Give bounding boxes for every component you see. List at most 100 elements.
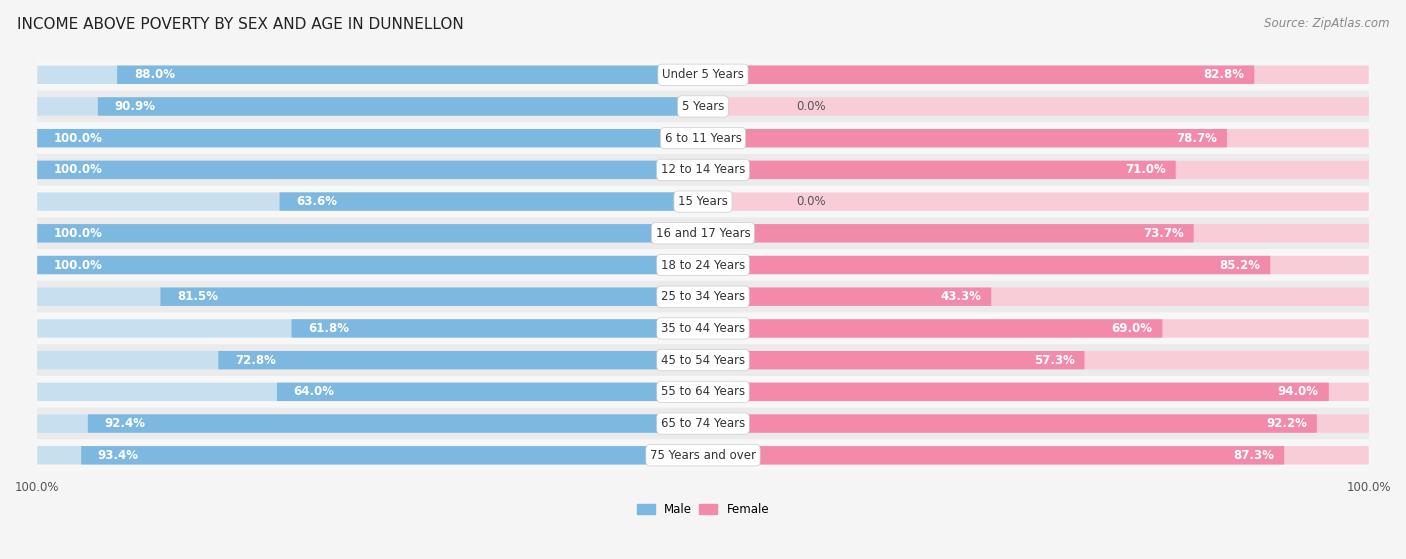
Text: 45 to 54 Years: 45 to 54 Years: [661, 354, 745, 367]
Legend: Male, Female: Male, Female: [633, 498, 773, 520]
FancyBboxPatch shape: [703, 383, 1329, 401]
Text: 73.7%: 73.7%: [1143, 227, 1184, 240]
Text: 71.0%: 71.0%: [1125, 163, 1166, 177]
Text: 61.8%: 61.8%: [308, 322, 349, 335]
FancyBboxPatch shape: [24, 312, 1382, 344]
Text: 88.0%: 88.0%: [134, 68, 174, 81]
FancyBboxPatch shape: [703, 160, 1175, 179]
Text: 81.5%: 81.5%: [177, 290, 218, 303]
Text: 63.6%: 63.6%: [297, 195, 337, 208]
Text: 78.7%: 78.7%: [1175, 132, 1218, 145]
FancyBboxPatch shape: [703, 129, 1227, 148]
FancyBboxPatch shape: [117, 65, 703, 84]
FancyBboxPatch shape: [37, 224, 703, 243]
FancyBboxPatch shape: [703, 256, 1270, 274]
Text: 85.2%: 85.2%: [1219, 258, 1260, 272]
FancyBboxPatch shape: [37, 351, 703, 369]
Text: 92.4%: 92.4%: [104, 417, 145, 430]
Text: 0.0%: 0.0%: [796, 100, 825, 113]
Text: 15 Years: 15 Years: [678, 195, 728, 208]
FancyBboxPatch shape: [703, 192, 1369, 211]
FancyBboxPatch shape: [24, 217, 1382, 249]
FancyBboxPatch shape: [703, 351, 1369, 369]
FancyBboxPatch shape: [37, 383, 703, 401]
FancyBboxPatch shape: [37, 97, 703, 116]
FancyBboxPatch shape: [82, 446, 703, 465]
FancyBboxPatch shape: [703, 287, 991, 306]
FancyBboxPatch shape: [24, 408, 1382, 439]
FancyBboxPatch shape: [24, 59, 1382, 91]
FancyBboxPatch shape: [37, 129, 703, 148]
Text: 87.3%: 87.3%: [1233, 449, 1274, 462]
FancyBboxPatch shape: [277, 383, 703, 401]
Text: 55 to 64 Years: 55 to 64 Years: [661, 385, 745, 399]
FancyBboxPatch shape: [98, 97, 703, 116]
Text: 72.8%: 72.8%: [235, 354, 276, 367]
Text: 43.3%: 43.3%: [941, 290, 981, 303]
FancyBboxPatch shape: [37, 256, 703, 274]
FancyBboxPatch shape: [87, 414, 703, 433]
FancyBboxPatch shape: [703, 224, 1194, 243]
FancyBboxPatch shape: [703, 256, 1369, 274]
FancyBboxPatch shape: [37, 192, 703, 211]
FancyBboxPatch shape: [703, 414, 1317, 433]
FancyBboxPatch shape: [24, 439, 1382, 471]
FancyBboxPatch shape: [703, 97, 1369, 116]
FancyBboxPatch shape: [37, 256, 703, 274]
FancyBboxPatch shape: [37, 129, 703, 148]
FancyBboxPatch shape: [703, 446, 1284, 465]
Text: 64.0%: 64.0%: [294, 385, 335, 399]
Text: 25 to 34 Years: 25 to 34 Years: [661, 290, 745, 303]
Text: 90.9%: 90.9%: [114, 100, 156, 113]
FancyBboxPatch shape: [37, 287, 703, 306]
FancyBboxPatch shape: [291, 319, 703, 338]
FancyBboxPatch shape: [37, 160, 703, 179]
Text: 100.0%: 100.0%: [53, 258, 103, 272]
FancyBboxPatch shape: [37, 414, 703, 433]
FancyBboxPatch shape: [37, 319, 703, 338]
FancyBboxPatch shape: [37, 446, 703, 465]
FancyBboxPatch shape: [703, 383, 1369, 401]
Text: 75 Years and over: 75 Years and over: [650, 449, 756, 462]
Text: 16 and 17 Years: 16 and 17 Years: [655, 227, 751, 240]
FancyBboxPatch shape: [37, 224, 703, 243]
FancyBboxPatch shape: [703, 160, 1369, 179]
Text: 100.0%: 100.0%: [53, 227, 103, 240]
Text: 82.8%: 82.8%: [1204, 68, 1244, 81]
FancyBboxPatch shape: [703, 319, 1369, 338]
FancyBboxPatch shape: [24, 344, 1382, 376]
FancyBboxPatch shape: [703, 287, 1369, 306]
Text: 65 to 74 Years: 65 to 74 Years: [661, 417, 745, 430]
FancyBboxPatch shape: [703, 351, 1084, 369]
Text: Source: ZipAtlas.com: Source: ZipAtlas.com: [1264, 17, 1389, 30]
Text: 5 Years: 5 Years: [682, 100, 724, 113]
Text: INCOME ABOVE POVERTY BY SEX AND AGE IN DUNNELLON: INCOME ABOVE POVERTY BY SEX AND AGE IN D…: [17, 17, 464, 32]
FancyBboxPatch shape: [37, 160, 703, 179]
FancyBboxPatch shape: [218, 351, 703, 369]
FancyBboxPatch shape: [703, 65, 1369, 84]
FancyBboxPatch shape: [24, 249, 1382, 281]
FancyBboxPatch shape: [37, 65, 703, 84]
FancyBboxPatch shape: [24, 91, 1382, 122]
Text: 0.0%: 0.0%: [796, 195, 825, 208]
FancyBboxPatch shape: [703, 446, 1369, 465]
FancyBboxPatch shape: [703, 65, 1254, 84]
Text: 69.0%: 69.0%: [1111, 322, 1153, 335]
FancyBboxPatch shape: [24, 154, 1382, 186]
FancyBboxPatch shape: [24, 186, 1382, 217]
Text: Under 5 Years: Under 5 Years: [662, 68, 744, 81]
FancyBboxPatch shape: [703, 414, 1369, 433]
FancyBboxPatch shape: [160, 287, 703, 306]
Text: 92.2%: 92.2%: [1265, 417, 1306, 430]
FancyBboxPatch shape: [703, 224, 1369, 243]
FancyBboxPatch shape: [24, 122, 1382, 154]
FancyBboxPatch shape: [703, 319, 1163, 338]
Text: 57.3%: 57.3%: [1033, 354, 1074, 367]
FancyBboxPatch shape: [24, 281, 1382, 312]
Text: 93.4%: 93.4%: [98, 449, 139, 462]
FancyBboxPatch shape: [280, 192, 703, 211]
Text: 35 to 44 Years: 35 to 44 Years: [661, 322, 745, 335]
FancyBboxPatch shape: [703, 129, 1369, 148]
Text: 6 to 11 Years: 6 to 11 Years: [665, 132, 741, 145]
Text: 100.0%: 100.0%: [53, 163, 103, 177]
